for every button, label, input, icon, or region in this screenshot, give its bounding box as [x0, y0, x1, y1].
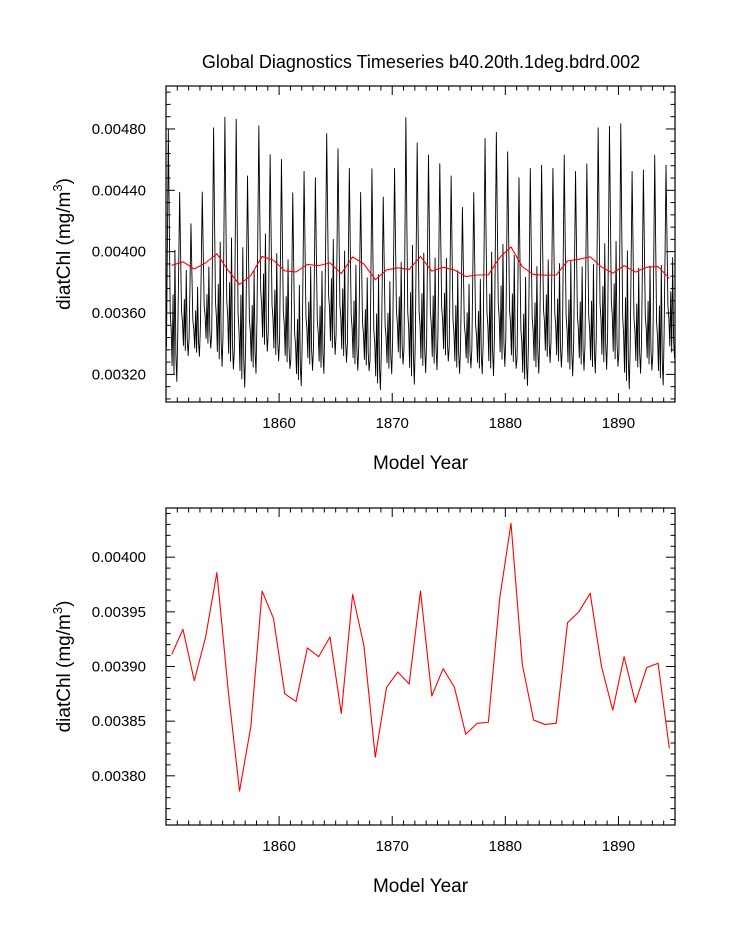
x-tick-label: 1880: [489, 415, 522, 432]
y-axis-title-main: diatChl (mg/m: [54, 192, 75, 310]
y-axis-title-suffix: ): [54, 601, 75, 607]
data-layer: [166, 116, 675, 391]
data-layer: [171, 522, 670, 792]
y-tick-label: 0.00480: [92, 121, 146, 138]
y-tick-label: 0.00395: [92, 604, 146, 621]
x-tick-label: 1860: [262, 415, 295, 432]
y-tick-label: 0.00380: [92, 768, 146, 785]
y-tick-label: 0.00400: [92, 549, 146, 566]
x-axis-title: Model Year: [373, 453, 469, 474]
x-axis-title: Model Year: [373, 876, 469, 897]
annual-mean-series-line: [171, 522, 670, 792]
bottom-panel: 1860 1870 1880 1890 0.00380 0.00385 0.00390 0.0…: [50, 507, 676, 897]
annual-mean-series-line: [171, 246, 670, 286]
x-tick-label: 1860: [262, 838, 295, 855]
y-axis-title: diatChl (mg/m3): [50, 601, 75, 733]
y-axis-title-suffix: ): [54, 178, 75, 184]
x-tick-label: 1870: [376, 838, 409, 855]
x-tick-label: 1870: [376, 415, 409, 432]
monthly-series-line: [166, 116, 675, 391]
y-axis-title-main: diatChl (mg/m: [54, 614, 75, 732]
y-tick-label: 0.00385: [92, 713, 146, 730]
y-axis-title: diatChl (mg/m3): [50, 178, 75, 310]
y-axis-title-superscript: 3: [50, 184, 65, 191]
y-tick-label: 0.00360: [92, 305, 146, 322]
x-tick-label: 1890: [602, 415, 635, 432]
y-axis-title-superscript: 3: [50, 607, 65, 614]
plot-frame: [165, 85, 676, 403]
x-tick-label: 1880: [489, 838, 522, 855]
y-tick-label: 0.00390: [92, 659, 146, 676]
y-tick-label: 0.00400: [92, 244, 146, 261]
y-tick-label: 0.00320: [92, 366, 146, 383]
figure-title: Global Diagnostics Timeseries b40.20th.1…: [202, 52, 640, 72]
y-tick-label: 0.00440: [92, 182, 146, 199]
top-panel: 1860 1870 1880 1890 0.00320 0.00360 0.00400 0.0…: [50, 85, 676, 474]
x-tick-label: 1890: [602, 838, 635, 855]
